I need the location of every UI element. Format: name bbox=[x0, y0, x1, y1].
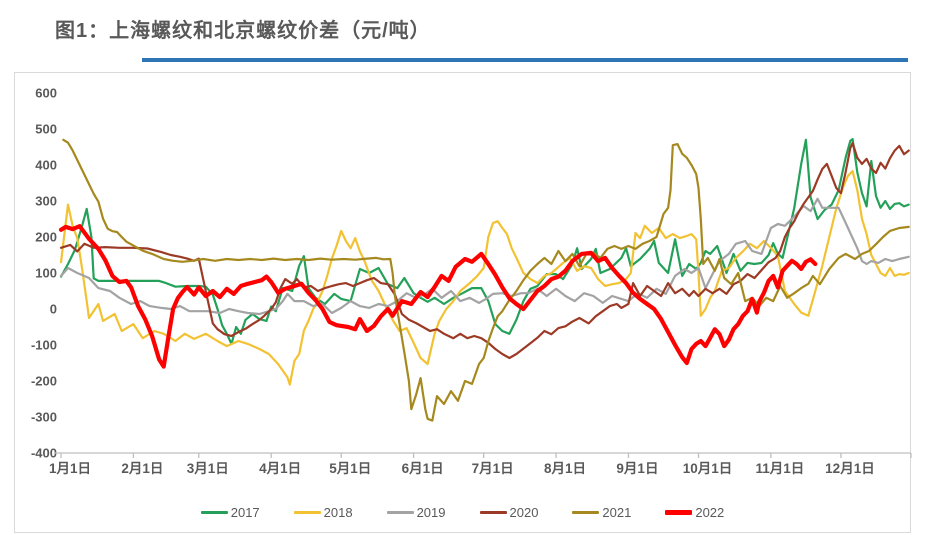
x-axis-tick-label: 8月1日 bbox=[544, 461, 586, 476]
legend-label: 2021 bbox=[602, 505, 632, 520]
series-line-2018 bbox=[59, 169, 910, 386]
legend-item-2020: 2020 bbox=[479, 505, 539, 520]
series-line-2017 bbox=[59, 137, 910, 345]
y-axis-tick-label: -300 bbox=[31, 410, 57, 425]
x-axis-tick-label: 5月1日 bbox=[329, 461, 371, 476]
title-underline-rule bbox=[142, 58, 908, 62]
series-line-2022 bbox=[58, 224, 818, 369]
y-axis-tick-label: 200 bbox=[35, 230, 57, 245]
series-line-2019 bbox=[59, 197, 910, 316]
x-axis-tick-label: 7月1日 bbox=[472, 461, 514, 476]
legend-line-swatch bbox=[386, 511, 414, 514]
legend-line-swatch bbox=[200, 511, 228, 514]
series-line-2020 bbox=[59, 141, 910, 360]
y-axis-tick-label: 400 bbox=[35, 158, 57, 173]
y-axis-tick-label: 300 bbox=[35, 194, 57, 209]
y-axis-tick-label: -200 bbox=[31, 374, 57, 389]
legend-label: 2020 bbox=[509, 505, 539, 520]
chart-panel: 600 500 400 300 200 100 0 -100 -200 -300 -400 1月1日 2… bbox=[14, 72, 912, 533]
x-axis-tick-label: 1月1日 bbox=[49, 461, 91, 476]
x-axis-tick-label: 2月1日 bbox=[121, 461, 163, 476]
legend-label: 2017 bbox=[230, 505, 260, 520]
x-axis-tick-label: 11月1日 bbox=[755, 461, 804, 476]
legend-label: 2019 bbox=[416, 505, 446, 520]
legend-line-swatch bbox=[479, 511, 507, 514]
legend-item-2021: 2021 bbox=[572, 505, 631, 520]
y-axis-tick-label: -100 bbox=[31, 338, 57, 353]
legend-item-2022: 2022 bbox=[665, 505, 724, 520]
legend-line-swatch bbox=[293, 511, 321, 514]
legend-item-2017: 2017 bbox=[200, 505, 260, 520]
legend-item-2018: 2018 bbox=[293, 505, 353, 520]
chart-title: 图1：上海螺纹和北京螺纹价差（元/吨） bbox=[55, 20, 431, 42]
legend-line-swatch bbox=[665, 510, 693, 515]
series-line-2021 bbox=[62, 138, 910, 422]
x-axis-tick-label: 9月1日 bbox=[616, 461, 658, 476]
y-axis-tick-label: 0 bbox=[50, 302, 57, 317]
legend-label: 2022 bbox=[695, 505, 725, 520]
y-axis-tick-label: 100 bbox=[35, 266, 57, 281]
y-axis-tick-label: 500 bbox=[35, 122, 57, 137]
legend-line-swatch bbox=[572, 511, 600, 514]
y-axis-tick-label: 600 bbox=[35, 86, 57, 101]
chart-legend: 2017 2018 2019 2020 2021 2022 bbox=[15, 505, 910, 520]
x-axis-tick-label: 3月1日 bbox=[187, 461, 229, 476]
y-axis-tick-label: -400 bbox=[31, 446, 57, 461]
x-axis-tick-label: 10月1日 bbox=[683, 461, 733, 476]
x-axis-tick-label: 4月1日 bbox=[259, 461, 301, 476]
legend-label: 2018 bbox=[323, 505, 353, 520]
legend-item-2019: 2019 bbox=[386, 505, 446, 520]
x-axis-tick-label: 6月1日 bbox=[402, 461, 444, 476]
x-axis-tick-label: 12月1日 bbox=[825, 461, 875, 476]
